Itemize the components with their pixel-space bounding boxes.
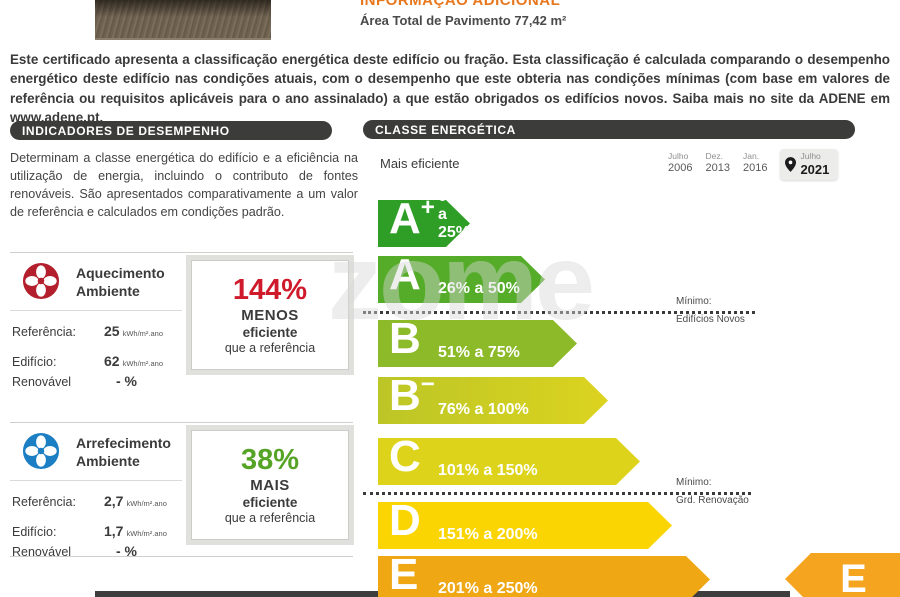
divider: [10, 556, 353, 557]
class-letter: B−: [389, 371, 435, 420]
comparison-direction: MAIS: [250, 476, 290, 494]
indicator-row-referencia: Referência: 25 kWh/m².ano: [12, 323, 164, 340]
class-range: 76% a 100%: [438, 401, 529, 418]
regulation-dates: Julho 2006 Dez. 2013 Jan. 2016 Julho 202…: [668, 149, 839, 180]
minimo-dotted-line-grd-renovacao: [363, 492, 751, 495]
indicadores-section-header: INDICADORES DE DESEMPENHO: [10, 121, 332, 140]
minimo-grd-renovacao-value: Grd. Renovação: [676, 495, 749, 506]
indicator-block-aquecimento: Aquecimento Ambiente Referência: 25 kWh/…: [10, 258, 182, 389]
indicator-title: Aquecimento Ambiente: [76, 265, 165, 300]
class-bar-b: B 51% a 75%: [378, 320, 577, 367]
minimo-edificios-novos-value: Edifícios Novos: [676, 314, 745, 325]
property-photo: [95, 0, 271, 40]
comparison-direction: MENOS: [241, 306, 299, 324]
comparison-line2: eficiente: [242, 494, 298, 510]
class-range: 0% a 25%: [438, 188, 471, 241]
class-bar-c: C 101% a 150%: [378, 438, 640, 485]
comparison-box-arrefecimento: 38% MAIS eficiente que a referência: [186, 425, 354, 545]
fan-icon: [22, 262, 60, 300]
divider: [10, 252, 353, 253]
info-adicional-title: INFORMAÇÃO ADICIONAL: [360, 0, 561, 9]
class-letter: A+: [389, 194, 435, 243]
comparison-percent: 38%: [240, 443, 300, 476]
class-range: 51% a 75%: [438, 344, 520, 361]
comparison-line2: eficiente: [242, 324, 298, 340]
class-bar-a: A 26% a 50%: [378, 256, 545, 303]
class-bar-b-minus: B− 76% a 100%: [378, 377, 608, 424]
indicadores-description: Determinam a classe energética do edifíc…: [10, 151, 358, 219]
minimo-grd-renovacao-label: Mínimo:: [676, 477, 712, 488]
indicator-row-edificio: Edifício: 1,7 kWh/m².ano: [12, 523, 167, 540]
class-letter: A: [389, 250, 421, 299]
classe-section-header: CLASSE ENERGÉTICA: [363, 120, 855, 139]
date-2021-current: Julho 2021: [780, 149, 839, 180]
class-range: 26% a 50%: [438, 280, 520, 297]
mais-eficiente-label: Mais eficiente: [380, 156, 460, 171]
fan-icon: [22, 432, 60, 470]
class-range: 101% a 150%: [438, 462, 538, 479]
date-2013: Dez. 2013: [705, 151, 730, 174]
class-bar-a-plus: A+ 0% a 25%: [378, 200, 470, 247]
class-letter: B: [389, 314, 421, 363]
class-letter: D: [389, 496, 421, 545]
certificate-intro-paragraph: Este certificado apresenta a classificaç…: [10, 52, 890, 126]
comparison-percent: 144%: [232, 273, 308, 306]
bottom-dark-strip: [95, 591, 790, 597]
date-2006: Julho 2006: [668, 151, 693, 174]
date-2016: Jan. 2016: [742, 151, 768, 174]
class-bar-d: D 151% a 200%: [378, 502, 672, 549]
area-total-label: Área Total de Pavimento 77,42 m²: [360, 13, 567, 28]
comparison-line3: que a referência: [224, 510, 316, 525]
comparison-box-aquecimento: 144% MENOS eficiente que a referência: [186, 255, 354, 375]
indicator-block-arrefecimento: Arrefecimento Ambiente Referência: 2,7 k…: [10, 428, 182, 559]
class-range: 151% a 200%: [438, 526, 538, 543]
divider: [10, 422, 353, 423]
class-letter: C: [389, 432, 421, 481]
indicator-row-edificio: Edifício: 62 kWh/m².ano: [12, 353, 164, 370]
minimo-edificios-novos-label: Mínimo:: [676, 296, 712, 307]
indicator-row-referencia: Referência: 2,7 kWh/m².ano: [12, 493, 167, 510]
zome-watermark: zome: [328, 221, 595, 342]
comparison-line3: que a referência: [224, 340, 316, 355]
minimo-dotted-line-edificios-novos: [363, 311, 755, 314]
indicator-row-renovavel: Renovável - %: [12, 373, 137, 390]
current-class-letter: E: [840, 557, 867, 597]
indicator-row-renovavel: Renovável - %: [12, 543, 137, 560]
map-pin-icon: [785, 157, 797, 172]
indicator-title: Arrefecimento Ambiente: [76, 435, 171, 470]
current-class-arrow: E: [785, 553, 900, 597]
